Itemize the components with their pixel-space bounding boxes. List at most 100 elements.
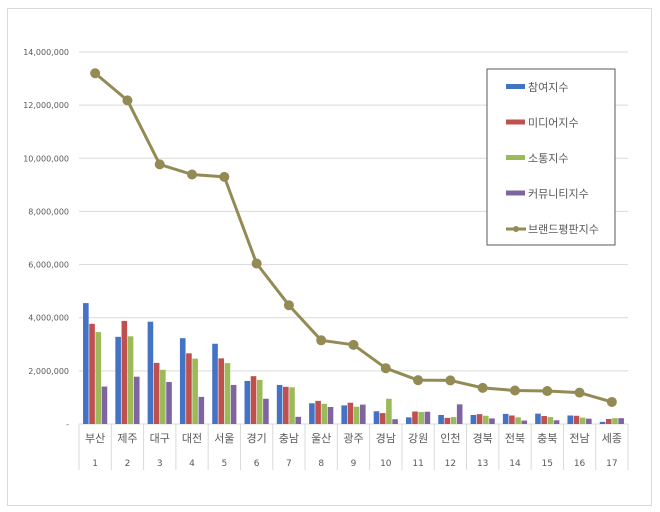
bar <box>476 414 483 424</box>
bar <box>386 398 392 424</box>
x-category-label: 대전 <box>182 432 202 445</box>
bar <box>521 420 528 424</box>
bar <box>509 415 515 424</box>
line-marker <box>348 339 359 350</box>
line-marker <box>187 169 198 180</box>
bar <box>586 418 592 424</box>
legend-label: 소통지수 <box>528 152 568 165</box>
x-rank-label: 4 <box>189 459 195 469</box>
line-marker <box>154 159 165 170</box>
legend-swatch <box>506 155 525 160</box>
bar <box>160 369 166 424</box>
x-category-label: 경북 <box>473 432 493 445</box>
x-rank-label: 7 <box>286 459 292 469</box>
bar <box>212 343 218 424</box>
y-tick-label: 10,000,000 <box>23 154 69 163</box>
x-category-label: 전남 <box>569 432 589 445</box>
bar <box>327 406 334 424</box>
legend-swatch <box>506 84 525 89</box>
bar <box>218 358 225 424</box>
bar <box>321 403 328 424</box>
line-marker <box>606 396 617 407</box>
line-marker <box>445 375 456 386</box>
bar <box>373 411 380 424</box>
bar <box>444 417 451 424</box>
y-tick-label: 12,000,000 <box>23 101 69 110</box>
line-marker <box>542 386 553 397</box>
x-rank-label: 11 <box>412 459 423 469</box>
bar <box>83 303 89 424</box>
bar <box>101 386 108 424</box>
bar <box>405 417 412 424</box>
bar <box>309 403 315 424</box>
line-marker <box>122 95 133 106</box>
bar <box>567 415 574 424</box>
line-marker <box>283 300 294 311</box>
x-rank-label: 8 <box>318 459 324 469</box>
x-rank-label: 9 <box>351 459 357 469</box>
legend-label: 커뮤니티지수 <box>528 188 589 201</box>
bar <box>482 415 489 424</box>
line-marker <box>574 387 585 398</box>
line-marker <box>219 171 230 182</box>
bar <box>424 411 431 424</box>
x-category-label: 전북 <box>505 432 525 445</box>
bar <box>341 405 347 424</box>
bar <box>153 362 160 424</box>
line-marker <box>477 382 488 393</box>
legend-label: 브랜드평판지수 <box>528 223 599 236</box>
x-rank-label: 1 <box>92 459 98 469</box>
line-marker <box>90 68 101 79</box>
line-marker <box>413 375 424 386</box>
bar <box>360 404 366 424</box>
bar <box>353 406 360 424</box>
bar <box>127 336 134 424</box>
x-category-label: 광주 <box>343 432 363 445</box>
bar <box>438 414 444 424</box>
line-marker <box>509 385 520 396</box>
x-category-label: 울산 <box>311 432 331 445</box>
bar <box>605 418 612 424</box>
bar <box>418 412 424 424</box>
bar <box>289 387 295 424</box>
bar <box>276 384 283 424</box>
bar <box>179 338 186 424</box>
bar <box>470 414 477 424</box>
bar <box>250 376 257 424</box>
bar <box>541 416 547 424</box>
x-rank-label: 12 <box>445 459 456 469</box>
x-rank-label: 16 <box>574 459 586 469</box>
bar <box>450 417 457 424</box>
x-category-label: 충북 <box>537 432 557 445</box>
x-category-label: 세종 <box>602 432 622 445</box>
bar <box>244 380 251 424</box>
legend-swatch <box>506 190 525 196</box>
bar <box>535 413 541 424</box>
y-tick-label: 4,000,000 <box>28 314 69 323</box>
x-rank-label: 17 <box>606 459 617 469</box>
x-rank-label: 3 <box>157 459 163 469</box>
bar <box>192 358 198 424</box>
bar <box>489 418 495 424</box>
bar <box>412 411 418 424</box>
bar <box>295 416 302 424</box>
x-rank-label: 5 <box>221 459 227 469</box>
x-category-label: 제주 <box>117 432 137 445</box>
bar <box>547 417 554 424</box>
bar <box>115 336 121 424</box>
x-category-label: 경기 <box>246 432 266 445</box>
y-tick-label: 6,000,000 <box>28 261 69 270</box>
legend-swatch <box>506 119 525 125</box>
bar <box>198 396 205 424</box>
bar <box>618 418 624 424</box>
bar <box>612 418 618 424</box>
x-category-label: 대구 <box>150 432 170 445</box>
bar <box>147 321 154 424</box>
x-category-label: 경남 <box>376 432 396 445</box>
bar <box>553 420 560 424</box>
bar <box>456 404 463 424</box>
bar <box>133 376 140 424</box>
bar <box>95 332 102 424</box>
bar <box>579 417 586 424</box>
